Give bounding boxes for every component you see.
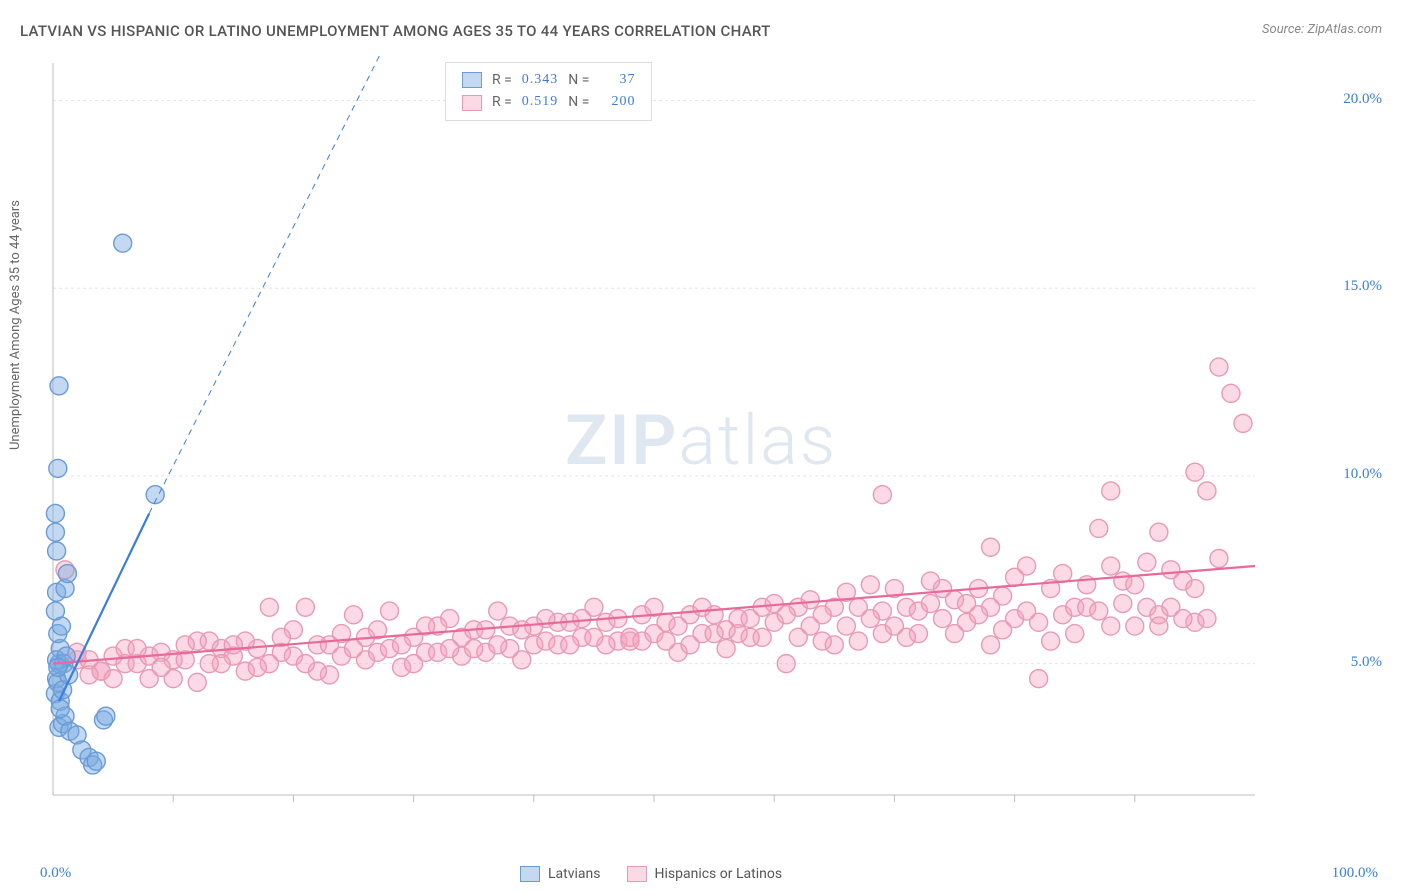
x-axis-min-label: 0.0% [40,865,71,882]
correlation-legend: R = 0.343 N = 37 R = 0.519 N = 200 [445,62,652,121]
r-label: R = [492,69,512,91]
source-attribution: Source: ZipAtlas.com [1262,22,1382,37]
swatch-series2-b [627,866,647,882]
y-tick-label: 15.0% [1343,278,1382,295]
series-legend: Latvians Hispanics or Latinos [520,866,782,882]
legend-item-1: Latvians [520,866,601,882]
legend-label-2: Hispanics or Latinos [655,866,783,882]
y-tick-label: 20.0% [1343,91,1382,108]
source-prefix: Source: [1262,22,1307,37]
legend-label-1: Latvians [548,866,601,882]
swatch-series2 [462,95,482,111]
swatch-series1-b [520,866,540,882]
r-value-2: 0.519 [522,91,559,113]
n-value-2: 200 [599,91,635,113]
legend-item-2: Hispanics or Latinos [627,866,783,882]
swatch-series1 [462,72,482,88]
r-value-1: 0.343 [522,69,559,91]
legend-row-2: R = 0.519 N = 200 [462,91,635,113]
y-tick-label: 5.0% [1351,654,1382,671]
legend-row-1: R = 0.343 N = 37 [462,69,635,91]
x-axis-max-label: 100.0% [1332,865,1378,882]
r-label: R = [492,91,512,113]
chart-title: LATVIAN VS HISPANIC OR LATINO UNEMPLOYME… [20,22,771,40]
scatter-chart [45,55,1325,835]
y-tick-label: 10.0% [1343,466,1382,483]
n-label: N = [568,69,589,91]
y-axis-label: Unemployment Among Ages 35 to 44 years [8,200,23,450]
source-name: ZipAtlas.com [1307,22,1382,37]
n-value-1: 37 [599,69,635,91]
n-label: N = [568,91,589,113]
